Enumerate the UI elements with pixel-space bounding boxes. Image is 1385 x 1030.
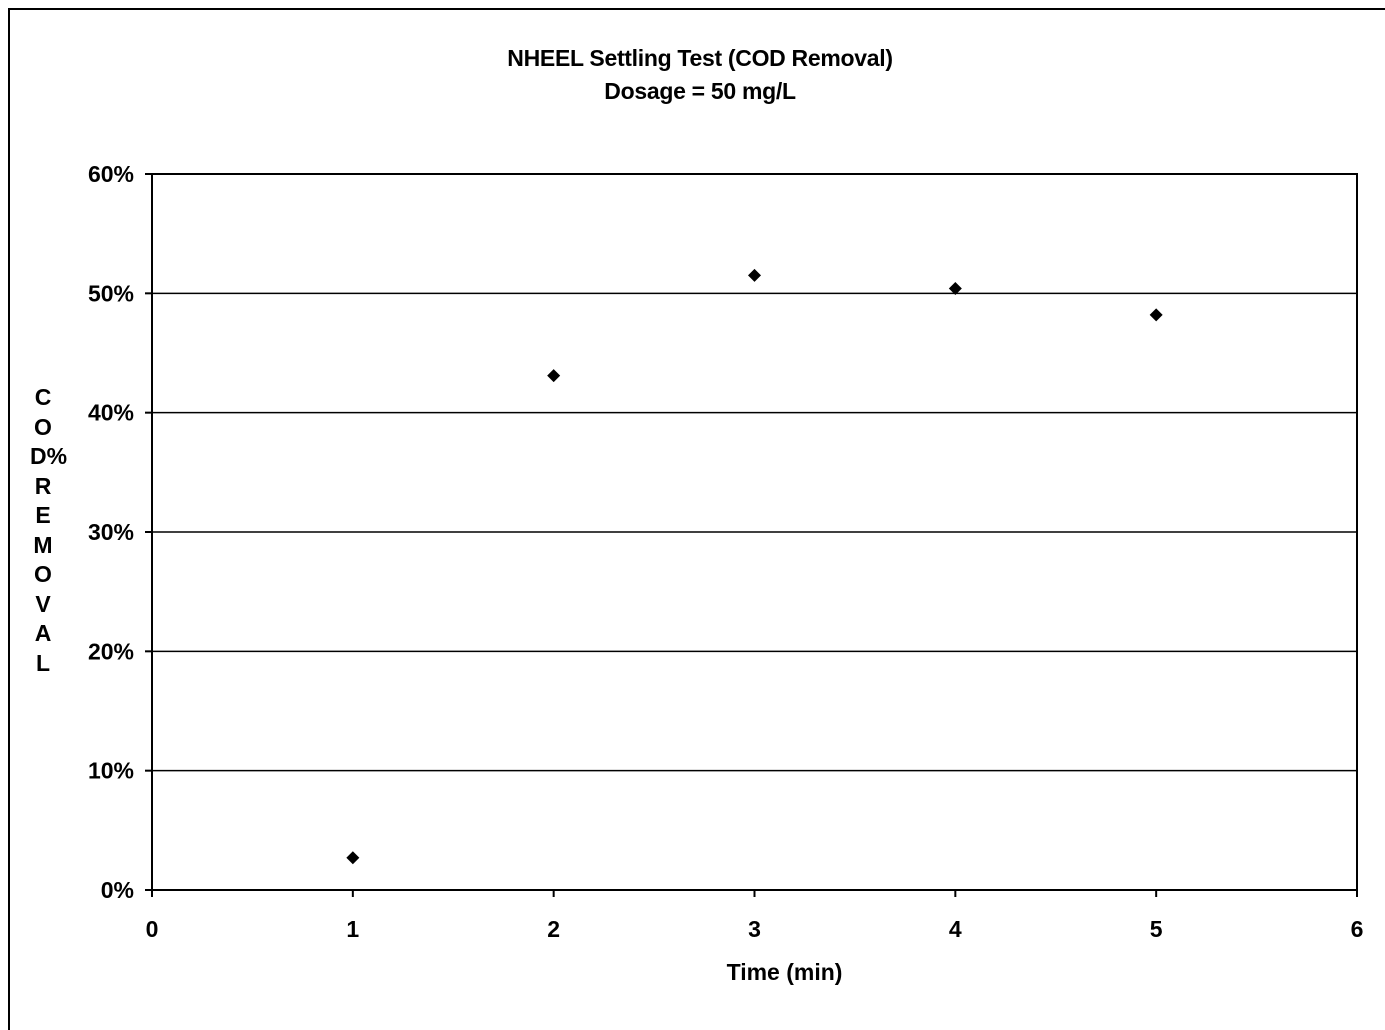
- y-tick-label: 10%: [88, 758, 134, 784]
- y-tick-label: 40%: [88, 400, 134, 426]
- gridlines: [152, 292, 1357, 772]
- x-tick-label: 4: [949, 916, 962, 942]
- data-point: [948, 282, 962, 296]
- data-point: [547, 369, 561, 383]
- y-tick-label: 20%: [88, 638, 134, 664]
- x-tick-label: 2: [547, 916, 560, 942]
- x-tick-label: 3: [748, 916, 761, 942]
- tick-labels: 0% 10% 20% 30% 40% 50% 60% 0 1 2 3 4 5 6: [88, 161, 1363, 942]
- data-point: [748, 268, 761, 282]
- y-tick-label: 0%: [101, 877, 134, 903]
- chart-subtitle: Dosage = 50 mg/L: [604, 78, 796, 104]
- data-point: [346, 851, 360, 865]
- data-points: [346, 268, 1163, 865]
- y-tick-label: 60%: [88, 161, 134, 187]
- y-tick-label: 30%: [88, 519, 134, 545]
- y-tick-label: 50%: [88, 280, 134, 306]
- data-point: [1149, 308, 1163, 322]
- chart-frame: [8, 8, 1385, 1030]
- x-axis-label: Time (min): [727, 959, 843, 985]
- x-tick-label: 1: [346, 916, 359, 942]
- axes: [145, 173, 1358, 897]
- chart-title: NHEEL Settling Test (COD Removal): [507, 45, 893, 71]
- x-tick-label: 5: [1150, 916, 1163, 942]
- x-tick-label: 6: [1351, 916, 1364, 942]
- x-tick-label: 0: [146, 916, 159, 942]
